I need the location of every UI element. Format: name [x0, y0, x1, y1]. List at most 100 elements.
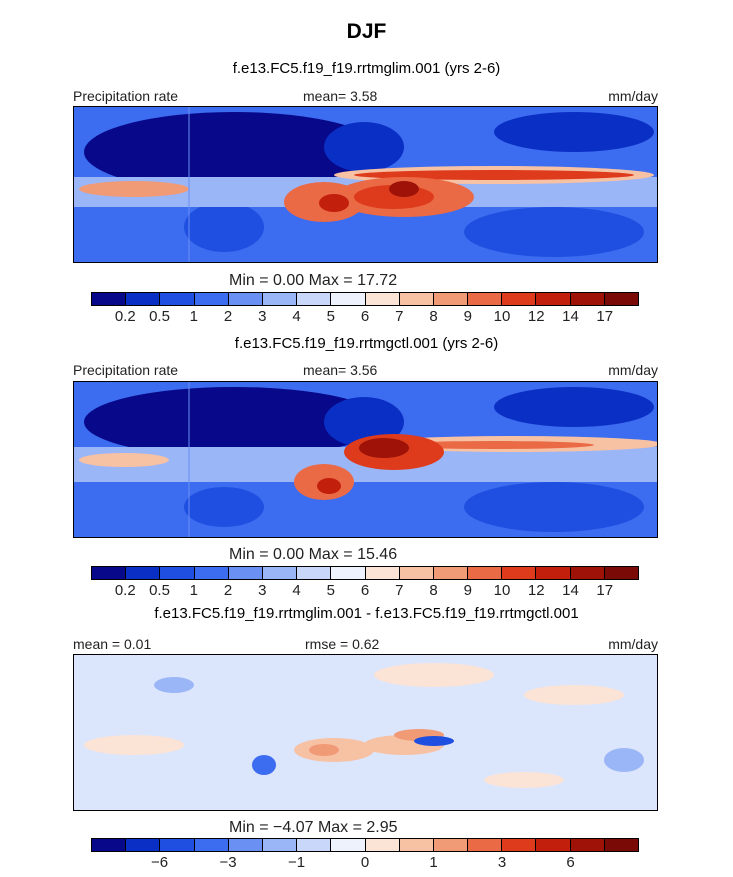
colorbar-swatch [502, 293, 537, 305]
colorbar-tick-label: 7 [395, 308, 404, 325]
panel-2-subtitle: f.e13.FC5.f19_f19.rrtmgctl.001 (yrs 2-6) [234, 335, 499, 352]
colorbar-tick-label: 0.2 [114, 308, 136, 325]
colorbar-swatch [160, 567, 195, 579]
panel-3-units: mm/day [608, 636, 658, 652]
colorbar-tick-label: 4 [292, 308, 301, 325]
panel-3-mean: mean = 0.01 [73, 636, 152, 652]
colorbar-swatch [194, 839, 229, 851]
panel-1-colorbar-ticks: 0.2 0.5 1 2 3 4 5 6 7 8 9 10 12 14 17 [91, 308, 639, 326]
panel-3-map [73, 654, 658, 811]
figure-title: DJF [346, 20, 387, 43]
colorbar-swatch [502, 567, 537, 579]
colorbar-tick-label: 9 [463, 582, 472, 599]
colorbar-swatch [536, 567, 571, 579]
panel-2-colorbar-ticks: 0.2 0.5 1 2 3 4 5 6 7 8 9 10 12 14 17 [91, 582, 639, 600]
colorbar-swatch [160, 293, 195, 305]
colorbar-swatch [262, 839, 298, 851]
panel-2-precip-field [74, 382, 657, 537]
colorbar-tick-label: 3 [497, 854, 507, 871]
colorbar-tick-label: 2 [223, 582, 233, 599]
panel-3-rmse: rmse = 0.62 [305, 636, 380, 652]
colorbar-tick-label: 8 [429, 308, 438, 325]
colorbar-tick-label: 1 [189, 582, 198, 599]
colorbar-swatch [604, 839, 638, 851]
colorbar-tick-label: 3 [258, 308, 267, 325]
colorbar-swatch [126, 293, 161, 305]
colorbar-tick-label: 6 [360, 308, 370, 325]
colorbar-swatch [399, 567, 434, 579]
colorbar-swatch [502, 839, 537, 851]
panel-2-units: mm/day [608, 362, 658, 378]
colorbar-tick-label: 10 [493, 582, 511, 599]
panel-3-colorbar [91, 838, 639, 852]
colorbar-tick-label: 5 [326, 308, 335, 325]
colorbar-tick-label: 0 [360, 854, 370, 871]
colorbar-tick-label: 8 [429, 582, 438, 599]
colorbar-tick-label: 17 [596, 308, 614, 325]
colorbar-tick-label: 0.5 [149, 308, 170, 325]
colorbar-swatch [536, 293, 571, 305]
colorbar-tick-label: 12 [527, 308, 545, 325]
colorbar-swatch [92, 839, 127, 851]
colorbar-swatch [570, 839, 605, 851]
colorbar-tick-label: −1 [287, 854, 306, 871]
panel-1-precip-field [74, 107, 657, 262]
colorbar-tick-label: 6 [566, 854, 575, 871]
colorbar-swatch [570, 567, 605, 579]
panel-3-colorbar-ticks: −6 −3 −1 0 1 3 6 [91, 854, 639, 872]
panel-2-mean: mean= 3.56 [303, 362, 378, 378]
colorbar-tick-label: 17 [596, 582, 614, 599]
colorbar-swatch [160, 839, 195, 851]
panel-3-minmax: Min = −4.07 Max = 2.95 [229, 819, 398, 836]
colorbar-swatch [365, 839, 400, 851]
colorbar-swatch [604, 293, 638, 305]
panel-1-variable-label: Precipitation rate [73, 88, 179, 104]
colorbar-tick-label: 0.2 [114, 582, 136, 599]
colorbar-swatch [92, 567, 127, 579]
panel-1-mean: mean= 3.58 [303, 88, 378, 104]
panel-1-subtitle: f.e13.FC5.f19_f19.rrtmglim.001 (yrs 2-6) [232, 60, 501, 77]
colorbar-swatch [228, 839, 263, 851]
colorbar-swatch [262, 293, 298, 305]
colorbar-tick-label: 7 [395, 582, 404, 599]
colorbar-tick-label: 6 [360, 582, 370, 599]
colorbar-tick-label: 10 [493, 308, 511, 325]
panel-3-diff-field [74, 655, 657, 810]
colorbar-tick-label: 12 [527, 582, 545, 599]
colorbar-swatch [194, 293, 229, 305]
colorbar-swatch [433, 839, 469, 851]
colorbar-swatch [228, 567, 263, 579]
colorbar-swatch [228, 293, 263, 305]
colorbar-tick-label: 0.5 [149, 582, 170, 599]
colorbar-tick-label: 4 [292, 582, 301, 599]
panel-2-colorbar [91, 566, 639, 580]
colorbar-swatch [331, 567, 366, 579]
colorbar-swatch [365, 293, 400, 305]
colorbar-tick-label: −3 [219, 854, 237, 871]
colorbar-tick-label: 5 [326, 582, 335, 599]
colorbar-swatch [297, 839, 332, 851]
colorbar-swatch [126, 839, 161, 851]
panel-3-subtitle: f.e13.FC5.f19_f19.rrtmglim.001 - f.e13.F… [154, 605, 579, 622]
colorbar-swatch [297, 293, 332, 305]
colorbar-tick-label: 14 [562, 582, 579, 599]
panel-2-variable-label: Precipitation rate [73, 362, 179, 378]
panel-1-units: mm/day [608, 88, 658, 104]
colorbar-swatch [604, 567, 638, 579]
panel-1-minmax: Min = 0.00 Max = 17.72 [229, 272, 398, 289]
colorbar-swatch [297, 567, 332, 579]
colorbar-tick-label: 9 [463, 308, 472, 325]
colorbar-swatch [468, 567, 503, 579]
colorbar-swatch [331, 293, 366, 305]
colorbar-swatch [433, 293, 469, 305]
colorbar-swatch [262, 567, 298, 579]
colorbar-swatch [570, 293, 605, 305]
colorbar-tick-label: 1 [429, 854, 438, 871]
colorbar-tick-label: 1 [189, 308, 198, 325]
colorbar-swatch [468, 293, 503, 305]
colorbar-swatch [433, 567, 469, 579]
colorbar-tick-label: −6 [150, 854, 169, 871]
panel-1-map [73, 106, 658, 263]
colorbar-swatch [468, 839, 503, 851]
colorbar-swatch [365, 567, 400, 579]
